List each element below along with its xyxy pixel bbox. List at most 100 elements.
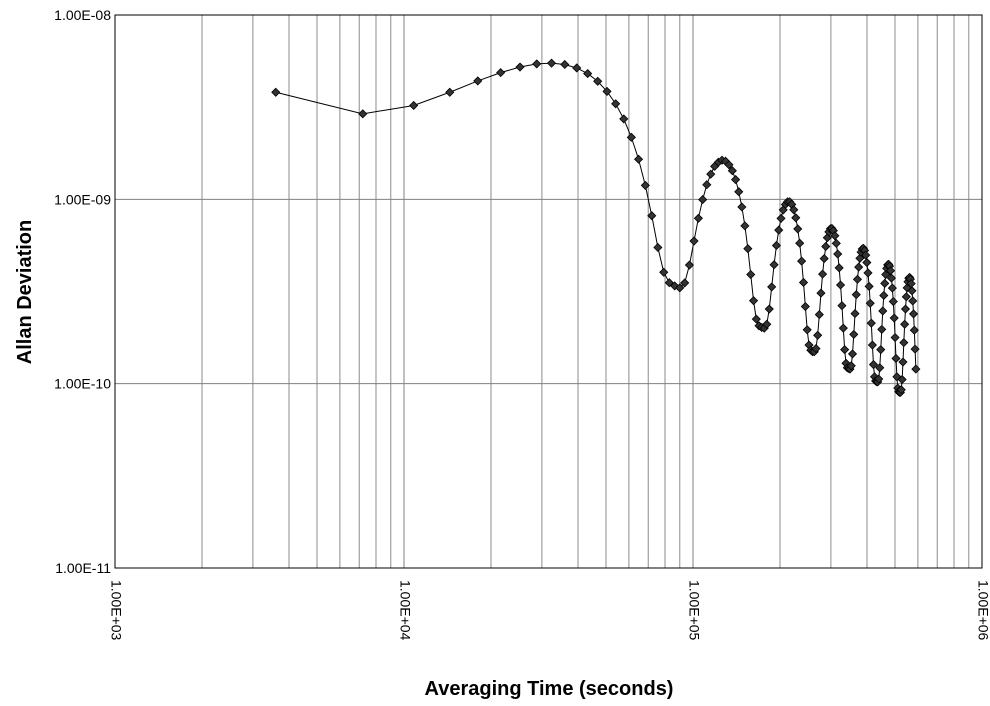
marker [863, 268, 873, 278]
marker [900, 319, 910, 329]
marker [767, 282, 777, 292]
marker [890, 332, 900, 343]
marker [911, 364, 921, 374]
marker [908, 296, 918, 306]
marker [849, 329, 859, 339]
marker [689, 236, 699, 246]
y-tick-label: 1.00E-09 [54, 191, 111, 207]
marker [889, 313, 899, 323]
marker [834, 263, 844, 273]
marker [862, 257, 872, 268]
y-tick-label: 1.00E-08 [54, 7, 111, 23]
marker [813, 330, 823, 340]
marker [802, 325, 812, 335]
marker [881, 269, 891, 280]
marker [811, 344, 821, 354]
marker [702, 180, 712, 190]
marker [746, 269, 756, 280]
marker [898, 357, 908, 367]
marker [611, 99, 621, 109]
marker [835, 280, 846, 290]
marker [837, 301, 847, 311]
marker [907, 286, 917, 296]
y-tick-label: 1.00E-11 [55, 560, 111, 576]
marker [897, 374, 907, 385]
marker [653, 242, 663, 253]
marker [875, 363, 885, 373]
marker [847, 349, 858, 359]
marker [593, 76, 603, 86]
marker [850, 309, 860, 319]
marker [874, 374, 884, 384]
marker [647, 211, 657, 221]
marker [706, 169, 716, 179]
marker [819, 254, 829, 264]
line [275, 62, 917, 394]
marker [743, 244, 753, 254]
marker [515, 62, 525, 72]
marker [886, 273, 897, 283]
marker [731, 175, 741, 185]
marker [769, 260, 779, 270]
marker [909, 325, 919, 335]
marker [800, 301, 810, 312]
marker [864, 281, 874, 291]
marker [797, 256, 807, 266]
marker [831, 238, 841, 248]
marker [445, 87, 455, 97]
marker [866, 318, 876, 328]
marker [900, 304, 911, 314]
marker [776, 213, 786, 223]
marker [659, 267, 669, 277]
marker [409, 100, 419, 111]
marker [664, 278, 674, 288]
x-tick-label: 1.00E+06 [975, 580, 990, 641]
marker [888, 296, 898, 307]
marker [814, 310, 824, 320]
marker [727, 166, 737, 176]
x-axis-title: Averaging Time (seconds) [425, 678, 674, 700]
marker [532, 59, 542, 69]
marker [838, 323, 848, 333]
marker [833, 249, 843, 259]
marker [680, 278, 690, 288]
marker [851, 290, 861, 300]
marker [764, 304, 774, 314]
marker [891, 353, 901, 364]
marker [762, 319, 772, 329]
marker [626, 132, 636, 142]
marker [821, 241, 831, 252]
marker [822, 233, 832, 243]
marker [816, 288, 826, 298]
marker [855, 253, 865, 263]
marker [798, 277, 809, 288]
x-tick-label: 1.00E+05 [686, 580, 702, 641]
x-tick-label: 1.00E+03 [108, 580, 124, 641]
marker [818, 269, 828, 279]
marker [698, 195, 708, 205]
marker [751, 314, 761, 324]
marker [867, 340, 877, 350]
marker [496, 68, 506, 78]
marker [793, 224, 803, 234]
y-tick-label: 1.00E-10 [54, 376, 111, 392]
marker [684, 260, 695, 270]
y-axis-title: Allan Deviation [14, 220, 36, 364]
marker [852, 274, 863, 284]
marker [583, 69, 593, 79]
marker [771, 240, 781, 251]
marker [899, 338, 909, 348]
marker [271, 87, 281, 97]
marker [740, 221, 750, 231]
marker [619, 114, 629, 124]
marker [846, 361, 856, 371]
marker [830, 231, 840, 241]
marker [546, 58, 557, 68]
marker [865, 298, 875, 308]
marker [737, 202, 747, 212]
marker [791, 213, 801, 223]
marker [358, 109, 368, 119]
marker [876, 345, 886, 355]
marker [908, 309, 919, 319]
